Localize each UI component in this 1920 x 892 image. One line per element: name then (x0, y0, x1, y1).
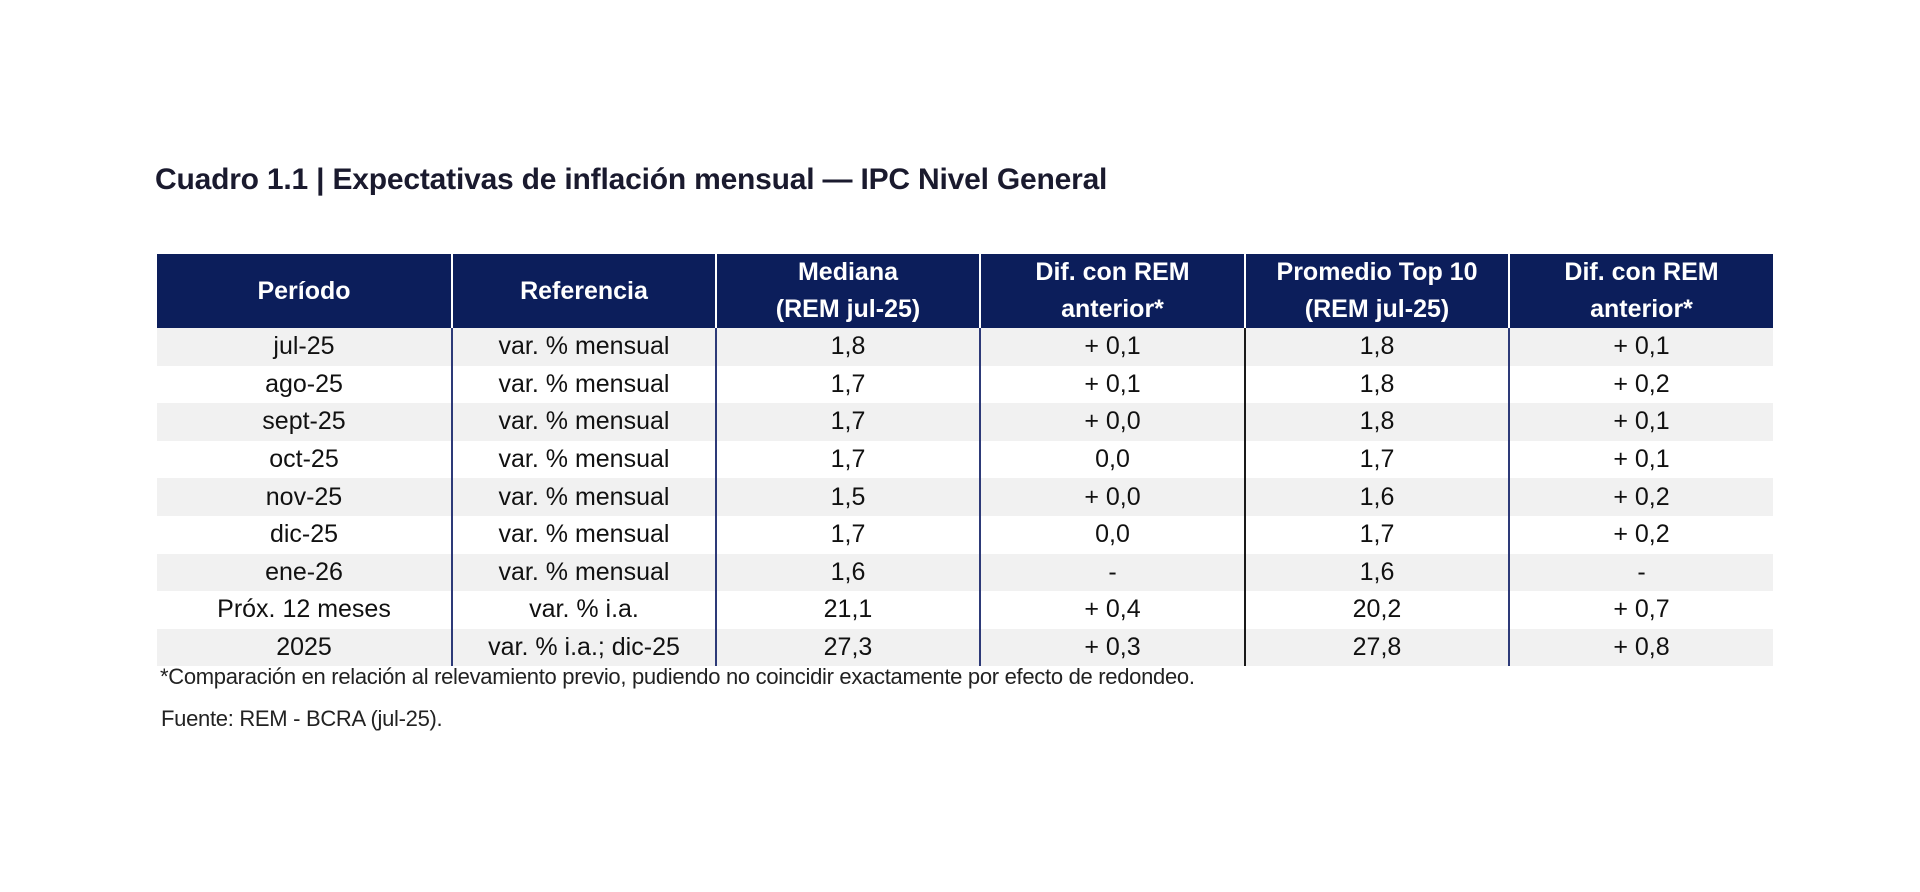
header-mediana-line2: (REM jul-25) (775, 295, 921, 323)
table-row: 2025 var. % i.a.; dic-25 27,3 + 0,3 27,8… (157, 628, 1773, 667)
cell-periodo: oct-25 (157, 440, 452, 479)
header-dif-top10-line2: anterior* (1590, 295, 1693, 323)
cell-dif-top10: + 0,1 (1508, 403, 1773, 441)
header-referencia: Referencia (451, 254, 716, 328)
header-promedio-top10-line1: Promedio Top 10 (1276, 258, 1478, 286)
header-row: Período Referencia Mediana (REM jul-25) … (157, 254, 1773, 328)
cell-periodo: sept-25 (157, 403, 452, 441)
cell-promedio-top10: 20,2 (1244, 591, 1509, 629)
cell-dif-top10: + 0,2 (1508, 478, 1773, 516)
source-note: Fuente: REM - BCRA (jul-25). (161, 706, 443, 731)
cell-referencia: var. % mensual (451, 440, 716, 479)
table-row: sept-25 var. % mensual 1,7 + 0,0 1,8 + 0… (157, 403, 1773, 441)
cell-mediana: 1,7 (715, 365, 980, 404)
cell-dif-mediana: - (979, 553, 1245, 592)
table-row: dic-25 var. % mensual 1,7 0,0 1,7 + 0,2 (157, 515, 1773, 554)
cell-dif-mediana: + 0,4 (979, 591, 1245, 629)
cell-mediana: 1,5 (715, 478, 980, 516)
cell-promedio-top10: 1,7 (1244, 515, 1509, 554)
cell-dif-mediana: + 0,0 (979, 478, 1245, 516)
cell-periodo: jul-25 (157, 328, 452, 366)
cell-mediana: 27,3 (715, 628, 980, 667)
cell-promedio-top10: 1,8 (1244, 328, 1509, 366)
inflation-expectations-table: Período Referencia Mediana (REM jul-25) … (157, 254, 1773, 667)
table-row: ene-26 var. % mensual 1,6 - 1,6 - (157, 553, 1773, 592)
cell-periodo: dic-25 (157, 515, 452, 554)
cell-promedio-top10: 1,7 (1244, 440, 1509, 479)
cell-periodo: 2025 (157, 628, 452, 667)
cell-promedio-top10: 1,6 (1244, 553, 1509, 592)
header-promedio-top10: Promedio Top 10 (REM jul-25) (1244, 254, 1509, 328)
cell-dif-top10: + 0,8 (1508, 628, 1773, 667)
header-referencia-label: Referencia (520, 276, 648, 305)
cell-dif-mediana: + 0,1 (979, 365, 1245, 404)
header-periodo-label: Período (257, 276, 351, 305)
cell-referencia: var. % i.a. (451, 591, 716, 629)
cell-referencia: var. % mensual (451, 553, 716, 592)
cell-referencia: var. % mensual (451, 403, 716, 441)
cell-periodo: Próx. 12 meses (157, 591, 452, 629)
cell-promedio-top10: 27,8 (1244, 628, 1509, 667)
header-dif-mediana-line1: Dif. con REM (1035, 258, 1190, 286)
cell-dif-mediana: + 0,0 (979, 403, 1245, 441)
cell-promedio-top10: 1,8 (1244, 403, 1509, 441)
table-row: jul-25 var. % mensual 1,8 + 0,1 1,8 + 0,… (157, 328, 1773, 366)
header-dif-top10-line1: Dif. con REM (1564, 258, 1719, 286)
table-row: ago-25 var. % mensual 1,7 + 0,1 1,8 + 0,… (157, 365, 1773, 404)
cell-mediana: 1,7 (715, 403, 980, 441)
table-row: Próx. 12 meses var. % i.a. 21,1 + 0,4 20… (157, 591, 1773, 629)
cell-dif-top10: + 0,1 (1508, 328, 1773, 366)
cell-dif-mediana: 0,0 (979, 515, 1245, 554)
cell-referencia: var. % mensual (451, 365, 716, 404)
cell-mediana: 1,6 (715, 553, 980, 592)
cell-mediana: 1,7 (715, 440, 980, 479)
cell-promedio-top10: 1,8 (1244, 365, 1509, 404)
cell-promedio-top10: 1,6 (1244, 478, 1509, 516)
cell-dif-mediana: 0,0 (979, 440, 1245, 479)
cell-dif-mediana: + 0,3 (979, 628, 1245, 667)
cell-referencia: var. % i.a.; dic-25 (451, 628, 716, 667)
header-periodo: Período (157, 254, 452, 328)
header-dif-mediana: Dif. con REM anterior* (979, 254, 1245, 328)
cell-mediana: 1,8 (715, 328, 980, 366)
header-dif-mediana-line2: anterior* (1061, 295, 1164, 323)
cell-periodo: nov-25 (157, 478, 452, 516)
cell-dif-top10: + 0,2 (1508, 515, 1773, 554)
header-dif-top10: Dif. con REM anterior* (1508, 254, 1773, 328)
table-header: Período Referencia Mediana (REM jul-25) … (157, 254, 1773, 328)
cell-mediana: 1,7 (715, 515, 980, 554)
header-promedio-top10-line2: (REM jul-25) (1304, 295, 1450, 323)
header-mediana-line1: Mediana (797, 258, 899, 286)
cell-referencia: var. % mensual (451, 478, 716, 516)
cell-referencia: var. % mensual (451, 515, 716, 554)
cell-mediana: 21,1 (715, 591, 980, 629)
cell-dif-top10: - (1508, 553, 1773, 592)
cell-dif-top10: + 0,2 (1508, 365, 1773, 404)
cell-dif-top10: + 0,1 (1508, 440, 1773, 479)
cell-periodo: ago-25 (157, 365, 452, 404)
header-mediana: Mediana (REM jul-25) (715, 254, 980, 328)
inflation-expectations-table-container: Período Referencia Mediana (REM jul-25) … (157, 254, 1773, 667)
cell-periodo: ene-26 (157, 553, 452, 592)
table-row: oct-25 var. % mensual 1,7 0,0 1,7 + 0,1 (157, 440, 1773, 479)
footnote: *Comparación en relación al relevamiento… (160, 664, 1195, 689)
table-row: nov-25 var. % mensual 1,5 + 0,0 1,6 + 0,… (157, 478, 1773, 516)
cell-referencia: var. % mensual (451, 328, 716, 366)
cell-dif-top10: + 0,7 (1508, 591, 1773, 629)
table-title: Cuadro 1.1 | Expectativas de inflación m… (155, 163, 1108, 196)
table-body: jul-25 var. % mensual 1,8 + 0,1 1,8 + 0,… (157, 328, 1773, 667)
cell-dif-mediana: + 0,1 (979, 328, 1245, 366)
